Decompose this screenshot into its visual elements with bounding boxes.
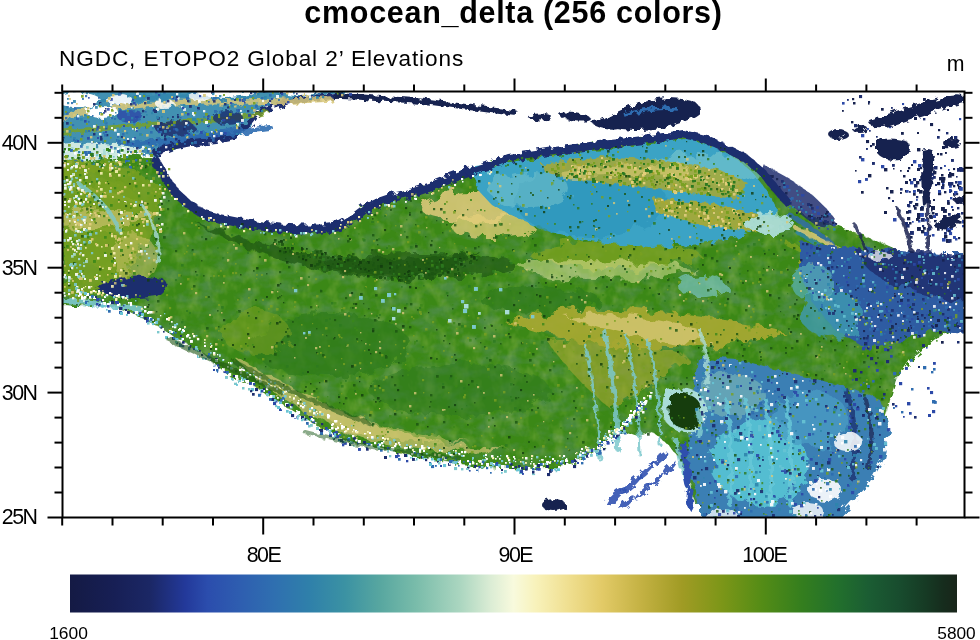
svg-text:25N: 25N <box>2 505 37 529</box>
svg-text:cmocean_delta (256 colors): cmocean_delta (256 colors) <box>304 0 722 30</box>
svg-text:5800: 5800 <box>937 623 975 640</box>
svg-text:1600: 1600 <box>49 623 88 640</box>
svg-text:m: m <box>947 52 965 76</box>
svg-text:90E: 90E <box>499 543 534 567</box>
svg-text:40N: 40N <box>2 131 37 155</box>
svg-text:80E: 80E <box>247 543 282 567</box>
svg-text:100E: 100E <box>742 543 787 567</box>
svg-text:35N: 35N <box>2 256 37 280</box>
svg-text:30N: 30N <box>2 381 37 405</box>
svg-text:NGDC, ETOPO2 Global 2’ Elevati: NGDC, ETOPO2 Global 2’ Elevations <box>59 46 464 71</box>
